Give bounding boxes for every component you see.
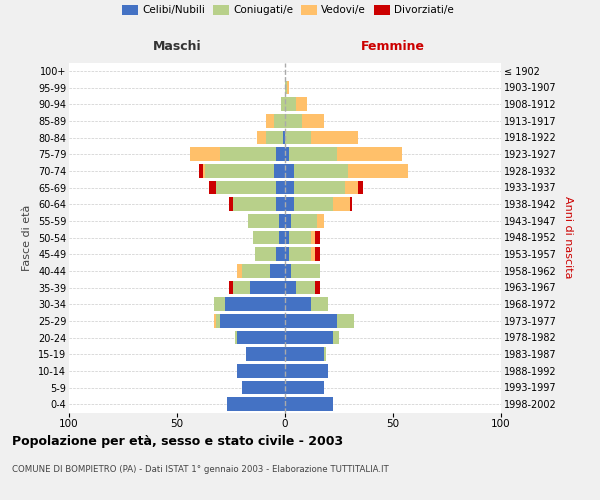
Bar: [274, 114, 285, 128]
Bar: [324, 348, 326, 361]
Bar: [311, 130, 358, 144]
Bar: [238, 264, 242, 278]
Bar: [347, 164, 408, 177]
Bar: [296, 98, 307, 111]
Bar: [233, 280, 250, 294]
Bar: [285, 198, 293, 211]
Bar: [270, 264, 285, 278]
Bar: [285, 130, 311, 144]
Bar: [203, 164, 205, 177]
Bar: [199, 164, 203, 177]
Bar: [274, 164, 285, 177]
Y-axis label: Fasce di età: Fasce di età: [22, 204, 32, 270]
Bar: [285, 230, 289, 244]
Bar: [277, 148, 285, 161]
Bar: [233, 198, 277, 211]
Bar: [257, 130, 266, 144]
Bar: [229, 198, 233, 211]
Bar: [315, 248, 320, 261]
Bar: [250, 280, 285, 294]
Text: Femmine: Femmine: [361, 40, 425, 52]
Bar: [287, 80, 289, 94]
Bar: [216, 180, 277, 194]
Bar: [296, 280, 315, 294]
Bar: [216, 314, 220, 328]
Text: COMUNE DI BOMPIETRO (PA) - Dati ISTAT 1° gennaio 2003 - Elaborazione TUTTITALIA.: COMUNE DI BOMPIETRO (PA) - Dati ISTAT 1°…: [12, 465, 389, 474]
Bar: [255, 248, 277, 261]
Bar: [281, 98, 285, 111]
Bar: [283, 130, 285, 144]
Bar: [293, 198, 332, 211]
Bar: [285, 298, 311, 311]
Bar: [285, 114, 302, 128]
Bar: [317, 214, 324, 228]
Bar: [190, 148, 220, 161]
Bar: [277, 198, 285, 211]
Bar: [293, 180, 346, 194]
Bar: [285, 148, 289, 161]
Bar: [285, 248, 289, 261]
Bar: [289, 248, 311, 261]
Bar: [277, 180, 285, 194]
Bar: [242, 380, 285, 394]
Bar: [292, 214, 317, 228]
Bar: [229, 280, 233, 294]
Bar: [266, 114, 274, 128]
Bar: [285, 80, 287, 94]
Bar: [285, 314, 337, 328]
Bar: [311, 230, 315, 244]
Bar: [346, 180, 358, 194]
Bar: [205, 164, 274, 177]
Bar: [289, 148, 337, 161]
Bar: [311, 298, 328, 311]
Bar: [277, 248, 285, 261]
Bar: [293, 164, 347, 177]
Bar: [285, 280, 296, 294]
Bar: [285, 398, 332, 411]
Bar: [289, 230, 311, 244]
Bar: [285, 330, 332, 344]
Bar: [278, 214, 285, 228]
Bar: [285, 264, 292, 278]
Bar: [285, 180, 293, 194]
Bar: [214, 314, 216, 328]
Bar: [253, 230, 278, 244]
Bar: [238, 364, 285, 378]
Bar: [238, 330, 285, 344]
Bar: [311, 248, 315, 261]
Bar: [220, 314, 285, 328]
Bar: [220, 148, 277, 161]
Bar: [315, 280, 320, 294]
Bar: [242, 264, 270, 278]
Bar: [227, 398, 285, 411]
Bar: [332, 330, 339, 344]
Bar: [285, 380, 324, 394]
Legend: Celibi/Nubili, Coniugati/e, Vedovi/e, Divorziati/e: Celibi/Nubili, Coniugati/e, Vedovi/e, Di…: [122, 5, 454, 15]
Bar: [278, 230, 285, 244]
Bar: [358, 180, 363, 194]
Bar: [292, 264, 320, 278]
Text: Maschi: Maschi: [152, 40, 202, 52]
Bar: [350, 198, 352, 211]
Bar: [246, 348, 285, 361]
Bar: [285, 364, 328, 378]
Bar: [224, 298, 285, 311]
Bar: [337, 314, 354, 328]
Bar: [235, 330, 238, 344]
Bar: [337, 148, 401, 161]
Bar: [266, 130, 283, 144]
Text: Popolazione per età, sesso e stato civile - 2003: Popolazione per età, sesso e stato civil…: [12, 435, 343, 448]
Bar: [332, 198, 350, 211]
Bar: [285, 348, 324, 361]
Bar: [209, 180, 216, 194]
Y-axis label: Anni di nascita: Anni di nascita: [563, 196, 574, 278]
Bar: [315, 230, 320, 244]
Bar: [285, 164, 293, 177]
Bar: [302, 114, 324, 128]
Bar: [285, 98, 296, 111]
Bar: [214, 298, 224, 311]
Bar: [285, 214, 292, 228]
Bar: [248, 214, 278, 228]
